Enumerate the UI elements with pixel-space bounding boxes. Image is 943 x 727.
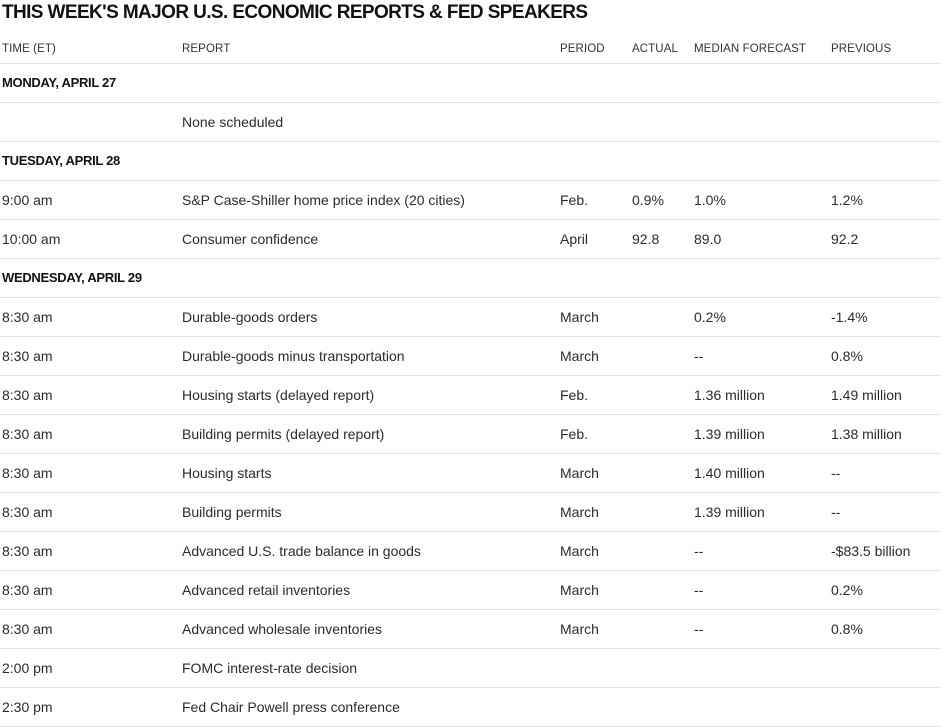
report-cell: Consumer confidence: [182, 231, 319, 247]
previous-cell: 92.2: [831, 231, 859, 247]
period-cell: Feb.: [560, 192, 589, 208]
actual-cell: 92.8: [632, 231, 660, 247]
column-header-time: TIME (ET): [2, 43, 56, 55]
median-cell: 89.0: [694, 231, 722, 247]
column-header-report: REPORT: [182, 43, 231, 55]
time-cell: 8:30 am: [2, 426, 53, 442]
median-cell: --: [694, 582, 704, 598]
median-cell: --: [694, 621, 704, 637]
time-cell: 8:30 am: [2, 504, 53, 520]
column-header-period: PERIOD: [560, 43, 605, 55]
report-cell: FOMC interest-rate decision: [182, 660, 358, 676]
report-cell: Durable-goods orders: [182, 309, 318, 325]
column-header-actual: ACTUAL: [632, 43, 678, 55]
day-label: MONDAY, APRIL 27: [2, 75, 116, 90]
column-header-median-forecast: MEDIAN FORECAST: [694, 43, 807, 55]
table-row: 8:30 am Advanced retail inventories Marc…: [0, 571, 941, 610]
median-cell: --: [694, 348, 704, 364]
previous-cell: 1.38 million: [831, 426, 902, 442]
time-cell: 2:00 pm: [2, 660, 53, 676]
period-cell: March: [560, 465, 599, 481]
table-row: 8:30 am Durable-goods orders March 0.2% …: [0, 298, 941, 337]
time-cell: 8:30 am: [2, 348, 53, 364]
reports-table: TIME (ET) REPORT PERIOD ACTUAL MEDIAN FO…: [0, 36, 941, 727]
actual-cell: 0.9%: [632, 192, 664, 208]
day-header-row: WEDNESDAY, APRIL 29: [0, 259, 941, 298]
report-cell: Durable-goods minus transportation: [182, 348, 405, 364]
table-row: 9:00 am S&P Case-Shiller home price inde…: [0, 181, 941, 220]
previous-cell: 1.2%: [831, 192, 863, 208]
table-row: None scheduled: [0, 103, 941, 142]
period-cell: April: [560, 231, 589, 247]
previous-cell: 0.2%: [831, 582, 863, 598]
time-cell: 10:00 am: [2, 231, 61, 247]
time-cell: 2:30 pm: [2, 699, 53, 715]
period-cell: Feb.: [560, 426, 589, 442]
median-cell: 1.36 million: [694, 387, 765, 403]
report-cell: Advanced wholesale inventories: [182, 621, 383, 637]
day-header-row: TUESDAY, APRIL 28: [0, 142, 941, 181]
day-label: TUESDAY, APRIL 28: [2, 153, 120, 168]
previous-cell: --: [831, 504, 841, 520]
table-row: 2:30 pm Fed Chair Powell press conferenc…: [0, 688, 941, 727]
day-header-row: MONDAY, APRIL 27: [0, 64, 941, 103]
table-row: 2:00 pm FOMC interest-rate decision: [0, 649, 941, 688]
time-cell: 8:30 am: [2, 465, 53, 481]
time-cell: 8:30 am: [2, 387, 53, 403]
report-cell: Advanced U.S. trade balance in goods: [182, 543, 421, 559]
report-cell: Fed Chair Powell press conference: [182, 699, 400, 715]
previous-cell: 0.8%: [831, 621, 863, 637]
previous-cell: --: [831, 465, 841, 481]
report-cell: Advanced retail inventories: [182, 582, 351, 598]
previous-cell: 0.8%: [831, 348, 863, 364]
time-cell: 8:30 am: [2, 309, 53, 325]
report-cell: Building permits: [182, 504, 282, 520]
table-row: 8:30 am Advanced wholesale inventories M…: [0, 610, 941, 649]
time-cell: 8:30 am: [2, 621, 53, 637]
table-row: 8:30 am Housing starts March 1.40 millio…: [0, 454, 941, 493]
report-cell: Building permits (delayed report): [182, 426, 385, 442]
median-cell: --: [694, 543, 704, 559]
period-cell: March: [560, 543, 599, 559]
table-row: 8:30 am Advanced U.S. trade balance in g…: [0, 532, 941, 571]
time-cell: 9:00 am: [2, 192, 53, 208]
report-cell: Housing starts: [182, 465, 272, 481]
table-header-row: TIME (ET) REPORT PERIOD ACTUAL MEDIAN FO…: [0, 36, 941, 64]
column-header-previous: PREVIOUS: [831, 43, 892, 55]
period-cell: March: [560, 504, 599, 520]
median-cell: 1.0%: [694, 192, 726, 208]
median-cell: 1.40 million: [694, 465, 765, 481]
table-row: 8:30 am Durable-goods minus transportati…: [0, 337, 941, 376]
period-cell: March: [560, 348, 599, 364]
median-cell: 0.2%: [694, 309, 726, 325]
period-cell: March: [560, 582, 599, 598]
period-cell: March: [560, 621, 599, 637]
previous-cell: -1.4%: [831, 309, 868, 325]
table-row: 10:00 am Consumer confidence April 92.8 …: [0, 220, 941, 259]
period-cell: March: [560, 309, 599, 325]
report-cell: Housing starts (delayed report): [182, 387, 375, 403]
time-cell: 8:30 am: [2, 543, 53, 559]
previous-cell: 1.49 million: [831, 387, 902, 403]
median-cell: 1.39 million: [694, 426, 765, 442]
day-label: WEDNESDAY, APRIL 29: [2, 270, 142, 285]
report-cell: None scheduled: [182, 114, 284, 130]
page-title: THIS WEEK'S MAJOR U.S. ECONOMIC REPORTS …: [2, 2, 588, 23]
report-cell: S&P Case-Shiller home price index (20 ci…: [182, 192, 465, 208]
table-row: 8:30 am Building permits March 1.39 mill…: [0, 493, 941, 532]
table-row: 8:30 am Housing starts (delayed report) …: [0, 376, 941, 415]
table-row: 8:30 am Building permits (delayed report…: [0, 415, 941, 454]
time-cell: 8:30 am: [2, 582, 53, 598]
period-cell: Feb.: [560, 387, 589, 403]
previous-cell: -$83.5 billion: [831, 543, 911, 559]
median-cell: 1.39 million: [694, 504, 765, 520]
